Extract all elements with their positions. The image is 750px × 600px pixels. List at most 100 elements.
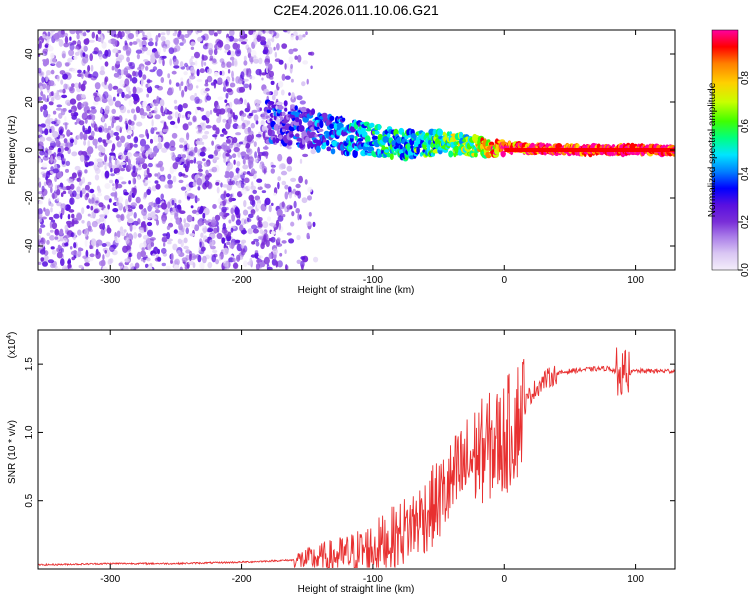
spectrogram-noise-cell (243, 83, 250, 89)
spectrogram-noise-cell (166, 30, 171, 36)
spectrogram-noise-cell (62, 158, 66, 162)
spectrogram-noise-cell (246, 120, 251, 125)
spectrogram-noise-cell (229, 30, 235, 37)
spectrogram-noise-cell (196, 177, 202, 186)
spectrogram-noise-cell (240, 41, 247, 45)
spectrogram-noise-cell (78, 82, 81, 89)
spectrogram-noise-cell (290, 104, 296, 108)
snr-x-tick-label: 100 (627, 574, 644, 585)
spectrogram-noise-cell (114, 159, 120, 168)
spectrogram-noise-cell (69, 86, 75, 94)
spectrogram-noise-cell (161, 236, 168, 243)
spectrogram-noise-cell (54, 236, 59, 240)
spectrogram-noise-cell (199, 68, 205, 74)
spectrogram-noise-cell (276, 208, 283, 217)
snr-x-tick-label: -300 (100, 574, 120, 585)
spectrogram-noise-cell (233, 58, 238, 66)
spectrogram-noise-cell (232, 153, 237, 158)
spectrogram-noise-cell (250, 185, 256, 190)
spectrogram-noise-cell (64, 61, 71, 66)
spectrogram-noise-cell (261, 163, 265, 169)
spectrogram-noise-cell (168, 79, 172, 85)
spectrogram-x-tick-label: 0 (501, 275, 507, 286)
spectrogram-dc-line (504, 148, 675, 152)
spectrogram-signal-cell (352, 150, 358, 158)
spectrogram-noise-cell (149, 138, 154, 144)
spectrogram-noise-cell (204, 83, 209, 87)
spectrogram-noise-cell (98, 202, 104, 208)
spectrogram-noise-cell (133, 93, 139, 101)
spectrogram-noise-cell (261, 77, 264, 81)
spectrogram-noise-cell (142, 221, 146, 227)
spectrogram-noise-cell (281, 240, 287, 244)
spectrogram-noise-cell (273, 192, 277, 196)
spectrogram-noise-cell (69, 197, 75, 205)
spectrogram-noise-cell (282, 214, 286, 218)
spectrogram-noise-cell (179, 231, 185, 236)
spectrogram-noise-cell (129, 41, 133, 46)
spectrogram-noise-cell (297, 213, 300, 221)
snr-panel: -300 -200 -100 0 100 0.5 1.0 1.5 Height of stra… (6, 329, 676, 595)
spectrogram-noise-cell (197, 186, 201, 191)
spectrogram-noise-cell (232, 262, 239, 269)
spectrogram-noise-cell (99, 214, 106, 218)
spectrogram-signal-cell (450, 152, 454, 157)
spectrogram-noise-cell (113, 167, 121, 173)
spectrogram-noise-cell (174, 111, 179, 119)
spectrogram-noise-cell (215, 127, 220, 135)
spectrogram-noise-cell (64, 224, 68, 231)
spectrogram-noise-cell (229, 193, 233, 198)
spectrogram-noise-cell (69, 138, 75, 144)
spectrogram-noise-cell (191, 55, 195, 59)
spectrogram-signal-cell (283, 100, 288, 107)
spectrogram-noise-cell (166, 238, 173, 242)
spectrogram-noise-cell (302, 34, 306, 38)
spectrogram-noise-cell (179, 210, 186, 214)
spectrogram-noise-cell (114, 116, 120, 121)
spectrogram-noise-cell (194, 60, 198, 66)
spectrogram-noise-cell (238, 37, 244, 42)
spectrogram-noise-cell (220, 133, 225, 137)
spectrogram-noise-cell (280, 89, 285, 96)
spectrogram-signal-cell (278, 135, 283, 140)
spectrogram-noise-cell (146, 93, 150, 98)
spectrogram-noise-cell (249, 75, 256, 80)
spectrogram-noise-cell (222, 247, 229, 255)
spectrogram-noise-cell (78, 264, 83, 269)
spectrogram-noise-cell (70, 178, 74, 184)
spectrogram-noise-cell (206, 75, 213, 83)
spectrogram-noise-cell (88, 228, 93, 233)
spectrogram-noise-cell (112, 85, 119, 90)
spectrogram-noise-cell (151, 119, 154, 127)
spectrogram-noise-cell (133, 232, 138, 239)
spectrogram-noise-cell (129, 62, 136, 70)
spectrogram-noise-cell (146, 31, 152, 40)
spectrogram-noise-cell (198, 208, 203, 215)
spectrogram-noise-cell (183, 245, 189, 250)
spectrogram-noise-cell (163, 121, 167, 130)
spectrogram-noise-cell (104, 76, 109, 83)
spectrogram-noise-cell (247, 261, 252, 266)
spectrogram-noise-cell (137, 218, 141, 225)
spectrogram-noise-cell (260, 120, 265, 127)
spectrogram-noise-cell (135, 196, 141, 204)
spectrogram-noise-cell (49, 221, 53, 229)
spectrogram-noise-cell (179, 144, 184, 149)
spectrogram-noise-cell (52, 110, 57, 115)
spectrogram-noise-cell (51, 222, 58, 230)
spectrogram-noise-cell (284, 249, 287, 255)
spectrogram-noise-cell (61, 94, 68, 99)
spectrogram-noise-cell (202, 255, 207, 264)
spectrogram-x-tick-label: -100 (363, 275, 383, 286)
spectrogram-noise-cell (65, 185, 72, 191)
spectrogram-noise-cell (201, 59, 204, 68)
spectrogram-noise-cell (266, 40, 272, 48)
spectrogram-noise-cell (184, 144, 188, 151)
spectrogram-noise-cell (179, 42, 184, 46)
spectrogram-noise-cell (147, 83, 151, 88)
spectrogram-noise-cell (286, 165, 293, 172)
spectrogram-noise-cell (277, 153, 283, 162)
spectrogram-noise-cell (167, 73, 171, 79)
spectrogram-x-tick-label: -300 (100, 275, 120, 286)
spectrogram-noise-cell (141, 163, 148, 170)
